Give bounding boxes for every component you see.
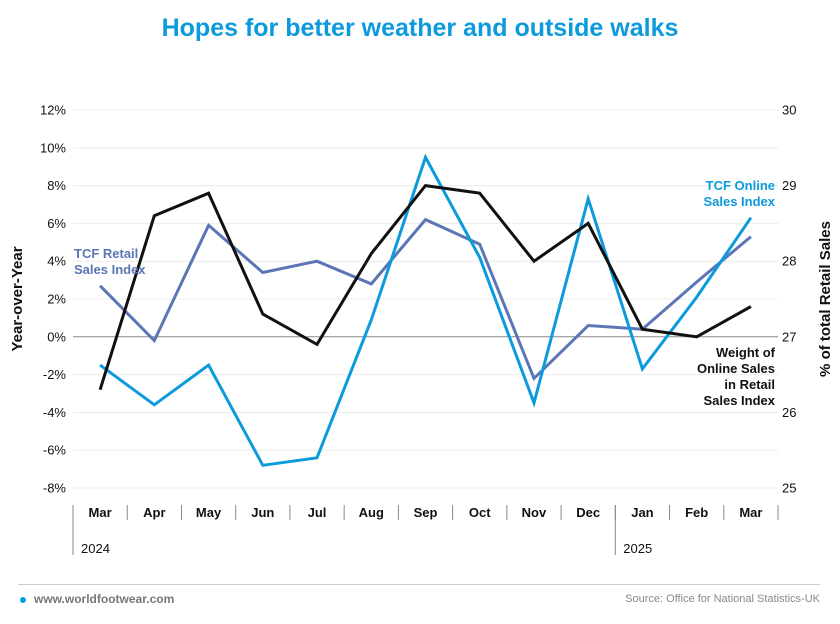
chart-title: Hopes for better weather and outside wal… <box>161 14 679 42</box>
x-tick-label: Apr <box>143 505 165 520</box>
x-tick-label: Jun <box>251 505 274 520</box>
x-tick-label: Mar <box>739 505 762 520</box>
x-tick-label: Mar <box>89 505 112 520</box>
series-line-2 <box>99 153 753 467</box>
bullet-icon <box>20 597 26 603</box>
y-left-axis-title: Year-over-Year <box>9 246 26 351</box>
y-left-tick-label: -2% <box>43 367 67 382</box>
series-line-3 <box>98 183 752 391</box>
y-left-tick-label: 6% <box>47 216 66 231</box>
x-tick-label: May <box>196 505 222 520</box>
y-left-tick-label: -6% <box>43 443 67 458</box>
y-right-tick-label: 27 <box>782 329 796 344</box>
x-tick-label: Aug <box>359 505 384 520</box>
y-left-tick-label: 4% <box>47 254 66 269</box>
y-right-tick-label: 28 <box>782 254 796 269</box>
y-left-tick-label: 8% <box>47 178 66 193</box>
footer-website-link[interactable]: www.worldfootwear.com <box>34 592 175 606</box>
x-tick-label: Oct <box>469 505 491 520</box>
y-right-tick-label: 26 <box>782 405 796 420</box>
y-left-tick-label: -4% <box>43 405 67 420</box>
y-left-tick-label: -8% <box>43 481 67 496</box>
y-left-tick-label: 2% <box>47 292 66 307</box>
series-label-line: Sales Index <box>703 194 775 209</box>
series-label-line: in Retail <box>724 377 775 392</box>
year-label: 2025 <box>623 541 652 556</box>
y-right-tick-label: 29 <box>782 178 796 193</box>
y-left-tick-label: 0% <box>47 329 66 344</box>
series-label-line: Sales Index <box>703 393 775 408</box>
x-tick-label: Jul <box>308 505 327 520</box>
y-right-tick-label: 30 <box>782 103 796 118</box>
x-tick-label: Feb <box>685 505 708 520</box>
x-tick-label: Sep <box>414 505 438 520</box>
y-left-tick-label: 12% <box>40 103 66 118</box>
y-left-tick-label: 10% <box>40 140 66 155</box>
y-right-tick-label: 25 <box>782 481 796 496</box>
series-label-line: TCF Online <box>706 178 775 193</box>
year-label: 2024 <box>81 541 110 556</box>
footer-source: Source: Office for National Statistics-U… <box>625 593 820 605</box>
series-label-line: TCF Retail <box>74 246 138 261</box>
x-tick-label: Nov <box>522 505 547 520</box>
series-label-3: Weight of Online Sales in Retail Sales Inde… <box>697 345 776 408</box>
x-tick-label: Jan <box>631 505 653 520</box>
x-tick-label: Dec <box>576 505 600 520</box>
series-label-2: TCF Online Sales Index <box>703 178 775 209</box>
footer-divider <box>18 584 820 585</box>
series-label-line: Sales Index <box>74 262 146 277</box>
series-label-line: Weight of <box>716 345 776 360</box>
y-right-axis-title: % of total Retail Sales <box>817 221 834 377</box>
series-label-line: Online Sales <box>697 361 775 376</box>
series-label-1: TCF Retail Sales Index <box>74 246 146 277</box>
